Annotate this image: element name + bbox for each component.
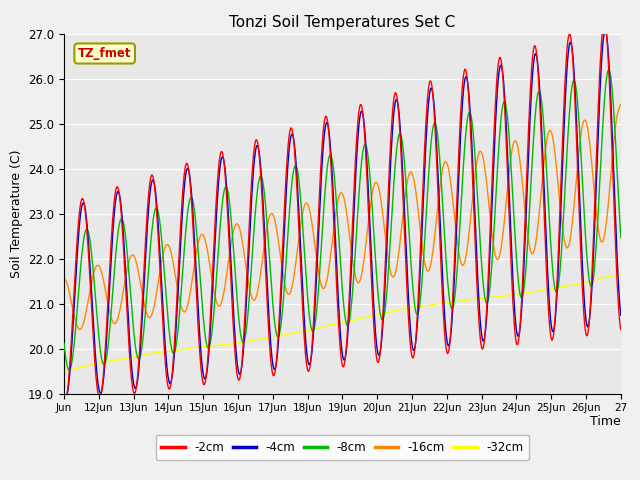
-4cm <box>617 312 625 318</box>
-32cm <box>184 346 191 351</box>
X-axis label: Time: Time <box>590 415 621 428</box>
-2cm <box>531 43 538 48</box>
-16cm <box>69 306 77 312</box>
-8cm <box>514 273 522 279</box>
-16cm <box>617 102 625 108</box>
-2cm <box>60 398 68 404</box>
-8cm <box>70 348 77 354</box>
-4cm <box>137 338 145 344</box>
-32cm <box>70 366 77 372</box>
-8cm <box>605 67 612 72</box>
-2cm <box>514 341 522 347</box>
-32cm <box>531 288 538 294</box>
Line: -16cm: -16cm <box>64 105 621 329</box>
-4cm <box>70 316 77 322</box>
Line: -8cm: -8cm <box>64 70 621 370</box>
-4cm <box>60 391 68 396</box>
Legend: -2cm, -4cm, -8cm, -16cm, -32cm: -2cm, -4cm, -8cm, -16cm, -32cm <box>156 435 529 460</box>
-2cm <box>137 326 145 332</box>
-16cm <box>531 246 538 252</box>
-32cm <box>62 367 70 373</box>
Text: TZ_fmet: TZ_fmet <box>78 47 131 60</box>
-16cm <box>184 304 191 310</box>
-32cm <box>137 353 145 359</box>
-4cm <box>461 76 468 82</box>
-2cm <box>61 399 68 405</box>
-16cm <box>514 144 522 150</box>
-32cm <box>617 272 625 277</box>
-32cm <box>514 291 522 297</box>
-16cm <box>76 326 84 332</box>
-32cm <box>60 367 68 373</box>
-4cm <box>531 53 538 59</box>
-8cm <box>531 121 538 127</box>
-2cm <box>600 19 608 25</box>
Line: -2cm: -2cm <box>64 22 621 402</box>
Line: -32cm: -32cm <box>64 275 621 370</box>
-32cm <box>461 298 468 303</box>
-2cm <box>617 327 625 333</box>
-8cm <box>137 351 145 357</box>
-2cm <box>461 66 468 72</box>
-8cm <box>617 235 625 240</box>
-2cm <box>184 161 191 167</box>
-16cm <box>461 258 468 264</box>
-8cm <box>461 141 468 146</box>
-4cm <box>514 334 522 339</box>
-4cm <box>61 395 69 401</box>
-8cm <box>184 213 191 218</box>
Title: Tonzi Soil Temperatures Set C: Tonzi Soil Temperatures Set C <box>229 15 456 30</box>
-2cm <box>70 301 77 307</box>
-16cm <box>60 276 68 281</box>
-8cm <box>60 340 68 346</box>
-4cm <box>601 28 609 34</box>
-4cm <box>184 166 191 171</box>
-16cm <box>137 283 145 288</box>
-8cm <box>65 367 73 373</box>
Y-axis label: Soil Temperature (C): Soil Temperature (C) <box>10 149 22 278</box>
Line: -4cm: -4cm <box>64 31 621 398</box>
